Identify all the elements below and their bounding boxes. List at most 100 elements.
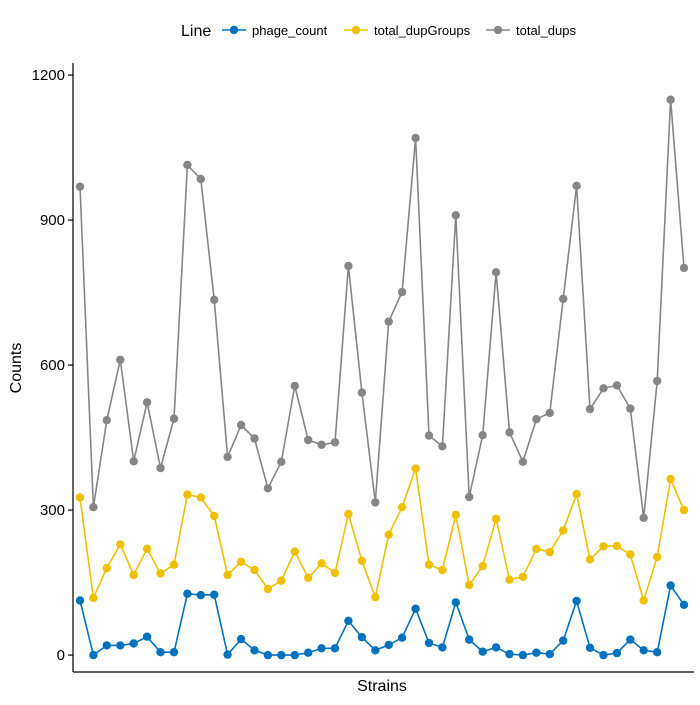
series-total_dupGroups [75,464,689,605]
series-line-phage_count [79,583,685,657]
data-point [304,573,313,582]
data-point [478,431,487,440]
data-point [666,474,675,484]
data-point [317,644,326,653]
data-point [250,646,259,655]
legend-label: total_dups [516,23,576,38]
data-point [505,428,514,437]
data-point [223,452,232,462]
data-point [210,511,219,521]
data-point [169,648,179,657]
legend-label: phage_count [252,23,328,38]
data-point [666,581,675,590]
y-tick-label: 0 [57,647,65,664]
data-point [612,381,622,390]
data-point [559,294,568,304]
data-point [411,604,420,613]
legend-point-swatch [229,25,239,35]
data-point [290,547,299,556]
data-point [612,541,622,551]
data-point [75,182,85,191]
data-point [277,457,286,466]
data-point [465,635,474,644]
data-point [371,646,380,655]
data-point [397,287,407,297]
data-point [518,572,528,581]
data-point [250,565,259,575]
data-point [532,648,541,657]
data-point [438,643,447,652]
data-point [142,632,152,641]
data-point [89,593,98,603]
data-point [559,636,568,645]
data-point [559,526,568,535]
data-point [411,133,420,143]
data-point [371,498,380,507]
data-point [599,384,608,393]
data-point [505,649,514,659]
y-tick-label: 600 [40,357,65,374]
data-point [156,569,165,578]
data-point [653,376,662,386]
data-point [75,596,85,605]
data-point [666,95,675,104]
series-phage_count [75,581,689,660]
data-point [183,589,192,598]
data-point [330,568,340,578]
data-point [317,440,326,449]
data-point [679,505,689,515]
data-point [142,544,152,553]
data-point [424,431,434,440]
data-point [116,641,125,650]
data-point [263,484,273,493]
data-point [344,509,353,519]
x-axis-label: Strains [357,678,407,695]
data-point [250,434,259,443]
data-point [518,457,528,466]
series-line-total_dupGroups [79,468,685,604]
data-point [451,598,460,607]
data-point [102,416,112,425]
y-tick-label: 300 [40,502,65,519]
data-point [317,559,326,568]
data-point [639,646,648,655]
data-point [183,160,192,170]
data-point [639,513,648,522]
y-tick-label: 900 [40,212,65,229]
data-point [236,420,246,430]
data-point [210,295,219,304]
data-point [585,643,595,652]
legend-item: total_dupGroups [344,23,471,38]
data-point [599,542,608,551]
data-point [438,442,447,451]
data-point [424,638,434,648]
data-point [626,404,635,413]
data-point [639,596,648,605]
data-point [626,550,635,559]
data-point [572,489,581,499]
data-point [465,492,474,502]
data-point [129,570,138,580]
data-point [505,575,514,584]
data-point [169,414,179,423]
data-point [679,263,689,273]
legend-point-swatch [493,25,503,35]
data-point [89,650,98,660]
data-point [330,438,340,447]
data-point [491,268,501,277]
data-point [491,514,501,523]
data-point [277,650,286,660]
data-point [277,576,286,585]
data-point [156,463,165,473]
data-point [585,555,595,564]
data-point [478,561,487,571]
legend-title: Line [181,23,211,40]
data-point [210,590,219,599]
y-axis-ticks: 0 300 600 900 1200 [32,67,73,664]
data-point [196,590,205,600]
data-point [371,592,380,602]
data-point [129,457,138,466]
data-point [357,556,367,565]
